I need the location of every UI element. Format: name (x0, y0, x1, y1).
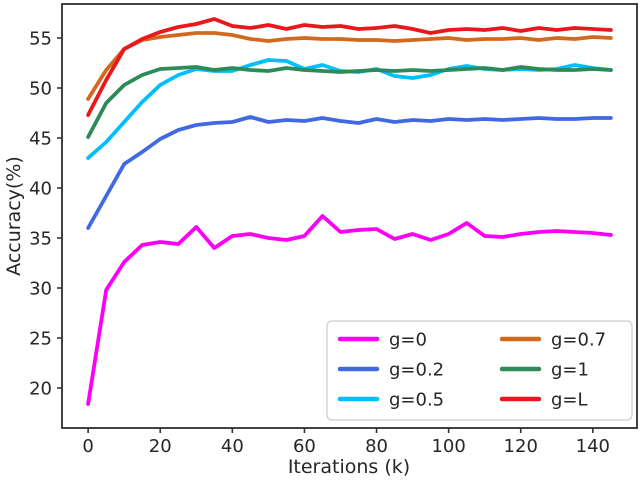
y-tick-label: 40 (29, 179, 52, 200)
legend: g=0 g=0.2 g=0.5 g=0.7 g=1 g=L (326, 320, 633, 421)
x-tick-label: 80 (365, 436, 388, 457)
y-tick-label: 20 (29, 379, 52, 400)
x-tick-label: 20 (149, 436, 172, 457)
x-axis-title: Iterations (k) (288, 456, 410, 478)
legend-label-g-0.7: g=0.7 (551, 330, 606, 351)
series-line-g-L (86, 17, 613, 117)
y-tick-label: 45 (29, 129, 52, 150)
legend-label-g-0.2: g=0.2 (389, 360, 444, 381)
y-axis-title: Accuracy(%) (3, 156, 25, 276)
x-tick-label: 120 (504, 436, 538, 457)
x-tick-label: 100 (431, 436, 465, 457)
series-line-g-0 (86, 214, 613, 406)
series-line-g-1 (86, 65, 613, 139)
legend-label-g-0: g=0 (389, 330, 427, 351)
x-tick-label: 40 (221, 436, 244, 457)
legend-label-g-1: g=1 (551, 360, 589, 381)
y-tick-label: 25 (29, 329, 52, 350)
series-lines (86, 17, 613, 406)
legend-label-g-L: g=L (551, 390, 588, 411)
x-tick-label: 140 (576, 436, 610, 457)
axis-ticks: 0 20 40 60 80 100 120 140 20 25 30 35 40 45 50 55 (29, 29, 610, 458)
series-line-g-0.5 (86, 58, 613, 160)
legend-label-g-0.5: g=0.5 (389, 390, 444, 411)
series-line-g-0.7 (86, 31, 613, 101)
y-tick-label: 50 (29, 79, 52, 100)
x-tick-label: 60 (293, 436, 316, 457)
legend-frame (326, 320, 633, 421)
y-tick-label: 35 (29, 229, 52, 250)
x-tick-label: 0 (82, 436, 93, 457)
y-tick-label: 30 (29, 279, 52, 300)
plot-frame (61, 3, 638, 429)
y-tick-label: 55 (29, 29, 52, 50)
series-line-g-0.2 (86, 115, 613, 230)
